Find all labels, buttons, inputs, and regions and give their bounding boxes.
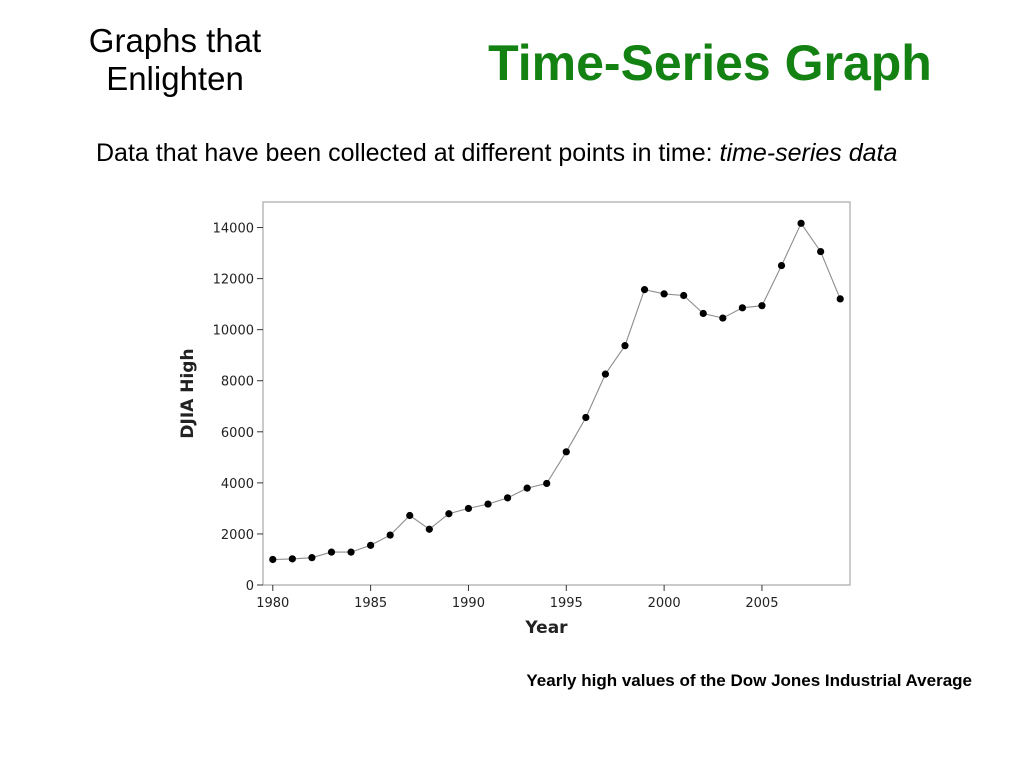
data-point <box>758 302 766 310</box>
y-tick-label: 14000 <box>213 222 254 237</box>
data-point <box>484 500 492 508</box>
data-point <box>523 484 531 492</box>
data-point <box>836 295 844 303</box>
data-point <box>621 342 629 350</box>
data-point <box>503 494 512 502</box>
x-tick-label: 1980 <box>256 596 289 611</box>
data-point <box>660 290 668 298</box>
data-point <box>327 548 336 556</box>
y-tick-label: 2000 <box>221 528 254 543</box>
data-point <box>582 413 590 422</box>
data-point <box>445 510 453 518</box>
section-title-line2: Enlighten <box>106 60 244 97</box>
data-point <box>601 370 610 378</box>
data-point <box>797 219 805 227</box>
y-axis-label: DJIA High <box>178 348 198 438</box>
data-point <box>680 291 688 300</box>
data-point <box>425 525 433 533</box>
x-tick-label: 1985 <box>354 596 387 611</box>
section-title: Graphs that Enlighten <box>40 22 310 98</box>
slide-title: Time-Series Graph <box>488 35 932 91</box>
data-point <box>738 304 746 312</box>
y-tick-label: 6000 <box>221 426 254 441</box>
data-point <box>699 309 707 318</box>
y-tick-label: 10000 <box>213 324 254 339</box>
y-tick-label: 8000 <box>221 375 254 390</box>
y-tick-label: 12000 <box>213 273 254 288</box>
plot-frame <box>262 201 851 586</box>
intro-definition: Data that have been collected at differe… <box>96 139 720 167</box>
intro-term: time-series data <box>719 139 898 167</box>
data-point <box>640 286 649 294</box>
data-point <box>464 504 473 513</box>
data-point <box>347 548 355 556</box>
x-axis-label: Year <box>524 618 568 638</box>
intro-text: Data that have been collected at differe… <box>96 137 976 169</box>
y-tick-label: 4000 <box>221 477 254 492</box>
x-tick-label: 2005 <box>745 596 778 611</box>
data-point <box>406 511 414 520</box>
data-point <box>308 554 316 562</box>
x-tick-label: 1995 <box>550 596 583 611</box>
chart-caption: Yearly high values of the Dow Jones Indu… <box>526 671 972 690</box>
section-title-line1: Graphs that <box>88 22 262 59</box>
x-tick-label: 2000 <box>648 596 681 611</box>
x-tick-label: 1990 <box>452 596 485 611</box>
data-point <box>777 261 786 270</box>
data-point <box>367 541 375 549</box>
data-point <box>543 479 551 488</box>
y-tick-label: 0 <box>246 579 254 594</box>
data-point <box>269 555 277 564</box>
data-point <box>288 555 296 563</box>
data-point <box>562 448 570 456</box>
data-point <box>719 314 727 322</box>
data-point <box>386 531 394 539</box>
data-point <box>817 247 825 256</box>
